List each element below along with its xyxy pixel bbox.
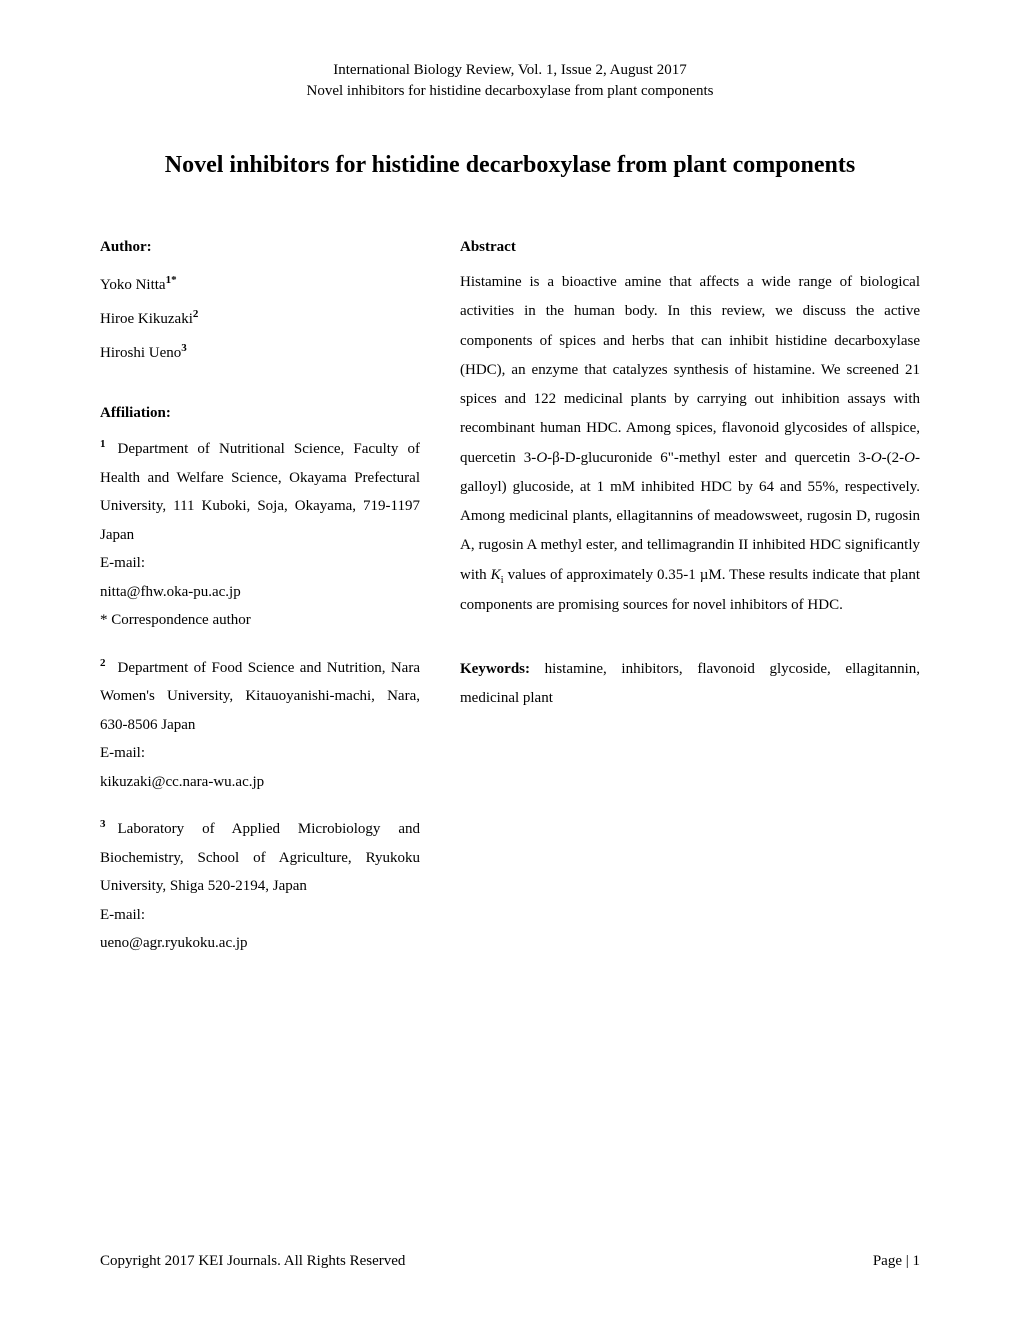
- page-footer: Copyright 2017 KEI Journals. All Rights …: [100, 1253, 920, 1270]
- author-entry: Hiroshi Ueno3: [100, 336, 420, 370]
- email-value: nitta@fhw.oka-pu.ac.jp: [100, 584, 241, 600]
- affiliation-sup: 2: [100, 657, 106, 669]
- page-number: Page | 1: [873, 1253, 920, 1270]
- affiliation-block: 3Laboratory of Applied Microbiology and …: [100, 814, 420, 958]
- correspondence-note: * Correspondence author: [100, 612, 251, 628]
- author-name: Hiroe Kikuzaki: [100, 311, 193, 327]
- paper-title: Novel inhibitors for histidine decarboxy…: [100, 152, 920, 179]
- email-label: E-mail:: [100, 745, 145, 761]
- author-name: Hiroshi Ueno: [100, 345, 181, 361]
- author-sup: 1*: [166, 274, 177, 286]
- author-sup: 3: [181, 342, 187, 354]
- main-content: Author: Yoko Nitta1* Hiroe Kikuzaki2 Hir…: [100, 239, 920, 976]
- keywords-block: Keywords: histamine, inhibitors, flavono…: [460, 655, 920, 712]
- abstract-heading: Abstract: [460, 239, 920, 256]
- abstract-text: Histamine is a bioactive amine that affe…: [460, 268, 920, 620]
- page-header: International Biology Review, Vol. 1, Is…: [100, 60, 920, 102]
- affiliation-heading: Affiliation:: [100, 405, 420, 422]
- header-journal-line: International Biology Review, Vol. 1, Is…: [100, 60, 920, 81]
- abstract-segment: Histamine is a bioactive amine that affe…: [460, 274, 920, 466]
- page-label: Page: [873, 1253, 902, 1269]
- abstract-segment: values of approximately 0.35-1 µM. These…: [460, 567, 920, 613]
- author-sup: 2: [193, 308, 199, 320]
- copyright-text: Copyright 2017 KEI Journals. All Rights …: [100, 1253, 405, 1270]
- right-column: Abstract Histamine is a bioactive amine …: [460, 239, 920, 976]
- affiliation-sup: 3: [100, 818, 106, 830]
- affiliation-block: 2Department of Food Science and Nutritio…: [100, 653, 420, 797]
- affiliation-text: Department of Nutritional Science, Facul…: [100, 441, 420, 543]
- abstract-segment: -galloyl) glucoside, at 1 mM inhibited H…: [460, 450, 920, 583]
- left-column: Author: Yoko Nitta1* Hiroe Kikuzaki2 Hir…: [100, 239, 420, 976]
- keywords-label: Keywords:: [460, 661, 530, 677]
- author-list: Yoko Nitta1* Hiroe Kikuzaki2 Hiroshi Uen…: [100, 268, 420, 370]
- affiliation-text: Laboratory of Applied Microbiology and B…: [100, 821, 420, 894]
- header-title-line: Novel inhibitors for histidine decarboxy…: [100, 81, 920, 102]
- email-label: E-mail:: [100, 555, 145, 571]
- page-num-value: 1: [913, 1253, 921, 1269]
- abstract-italic: O: [536, 450, 547, 466]
- abstract-segment: -β-D-glucuronide 6"-methyl ester and que…: [547, 450, 871, 466]
- email-value: ueno@agr.ryukoku.ac.jp: [100, 935, 248, 951]
- email-value: kikuzaki@cc.nara-wu.ac.jp: [100, 774, 264, 790]
- affiliation-sup: 1: [100, 438, 106, 450]
- author-entry: Yoko Nitta1*: [100, 268, 420, 302]
- author-entry: Hiroe Kikuzaki2: [100, 302, 420, 336]
- affiliation-block: 1Department of Nutritional Science, Facu…: [100, 434, 420, 635]
- affiliation-text: Department of Food Science and Nutrition…: [100, 660, 420, 733]
- abstract-italic: K: [491, 567, 501, 583]
- author-heading: Author:: [100, 239, 420, 256]
- email-label: E-mail:: [100, 907, 145, 923]
- author-name: Yoko Nitta: [100, 277, 166, 293]
- abstract-italic: O: [904, 450, 915, 466]
- abstract-segment: -(2-: [882, 450, 905, 466]
- abstract-italic: O: [871, 450, 882, 466]
